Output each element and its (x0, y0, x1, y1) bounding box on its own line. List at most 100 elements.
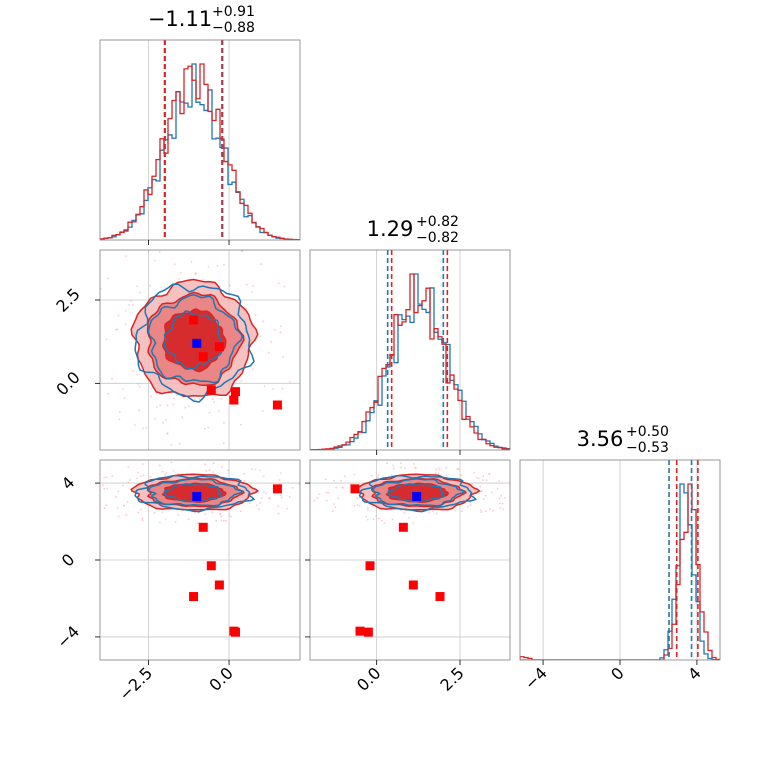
sample-point (175, 394, 178, 397)
sample-point (469, 501, 472, 504)
sample-point (153, 512, 156, 514)
sample-point (365, 516, 368, 518)
sample-point (251, 291, 253, 293)
marked-point (214, 342, 224, 352)
sample-point (403, 512, 406, 515)
sample-point (202, 244, 204, 246)
sample-point (460, 474, 462, 477)
y-tick-label: 4 (58, 473, 79, 494)
sample-point (432, 510, 435, 513)
marked-point (198, 352, 208, 362)
sample-point (260, 497, 263, 499)
sample-point (204, 428, 206, 430)
sample-point (504, 497, 506, 499)
sample-point (204, 463, 207, 466)
sample-point (366, 518, 369, 521)
sample-point (220, 519, 223, 522)
sample-point (331, 510, 334, 513)
sample-point (105, 338, 108, 341)
sample-point (260, 263, 263, 266)
sample-point (325, 491, 328, 494)
sample-point (191, 245, 193, 247)
sample-point (159, 521, 161, 524)
series-a-contour-line (371, 478, 466, 507)
marked-point (230, 627, 240, 637)
sample-point (341, 486, 344, 489)
truth-marker (192, 492, 202, 502)
sample-point (488, 473, 491, 475)
sample-point (370, 474, 373, 477)
sample-point (131, 304, 134, 307)
sample-point (124, 309, 127, 312)
sample-point (204, 513, 207, 516)
sample-point (258, 501, 261, 504)
sample-point (248, 502, 251, 505)
sample-point (141, 519, 144, 522)
sample-point (252, 285, 255, 288)
sample-point (222, 519, 225, 522)
sample-point (166, 404, 169, 407)
sample-point (117, 490, 120, 493)
sample-point (139, 291, 142, 294)
sample-point (122, 388, 125, 390)
sample-point (103, 507, 106, 510)
sample-point (273, 328, 276, 331)
sample-point (142, 474, 145, 477)
sample-point (227, 469, 230, 472)
sample-point (136, 285, 139, 288)
sample-point (267, 351, 270, 354)
panel-title-minus: −0.88 (212, 20, 255, 36)
sample-point (138, 385, 141, 388)
x-tick-label: −4 (521, 663, 551, 693)
sample-point (333, 503, 336, 505)
sample-point (158, 464, 161, 467)
sample-point (173, 397, 175, 400)
sample-point (94, 350, 96, 352)
sample-point (492, 509, 494, 512)
sample-point (149, 395, 152, 398)
sample-point (98, 391, 100, 393)
sample-point (95, 361, 97, 363)
x-tick-label: −2.5 (115, 663, 156, 704)
sample-point (408, 516, 411, 519)
sample-point (223, 422, 225, 424)
sample-point (404, 467, 406, 469)
sample-point (245, 307, 248, 310)
sample-point (471, 497, 473, 500)
sample-point (412, 463, 415, 465)
sample-point (479, 509, 482, 512)
sample-point (219, 513, 221, 516)
sample-point (128, 304, 130, 306)
sample-point (213, 401, 216, 403)
sample-point (412, 522, 415, 525)
sample-point (434, 472, 437, 475)
sample-point (228, 513, 231, 516)
sample-point (145, 426, 148, 429)
panel-title-plus: +0.50 (626, 424, 669, 440)
sample-point (340, 479, 343, 482)
sample-point (169, 245, 171, 247)
sample-point (137, 471, 139, 474)
sample-point (279, 331, 282, 334)
histogram-panel-2: 3.56 +0.50−0.53 (519, 424, 721, 661)
x-tick-label: 4 (684, 663, 705, 684)
sample-point (498, 497, 501, 500)
sample-point (159, 404, 162, 407)
sample-point (445, 466, 448, 469)
sample-point (212, 471, 214, 474)
marked-point (229, 395, 239, 405)
marked-point (350, 484, 360, 494)
sample-point (263, 385, 266, 388)
panel-content (100, 460, 300, 660)
sample-point (264, 492, 267, 495)
y-tick-label: 0 (58, 550, 79, 571)
sample-point (184, 406, 187, 409)
sample-point (251, 468, 254, 471)
sample-point (343, 475, 346, 478)
sample-point (400, 462, 402, 465)
sample-point (142, 463, 144, 465)
sample-point (298, 482, 300, 485)
marked-point (230, 387, 240, 397)
sample-point (181, 416, 184, 419)
sample-point (229, 284, 231, 287)
